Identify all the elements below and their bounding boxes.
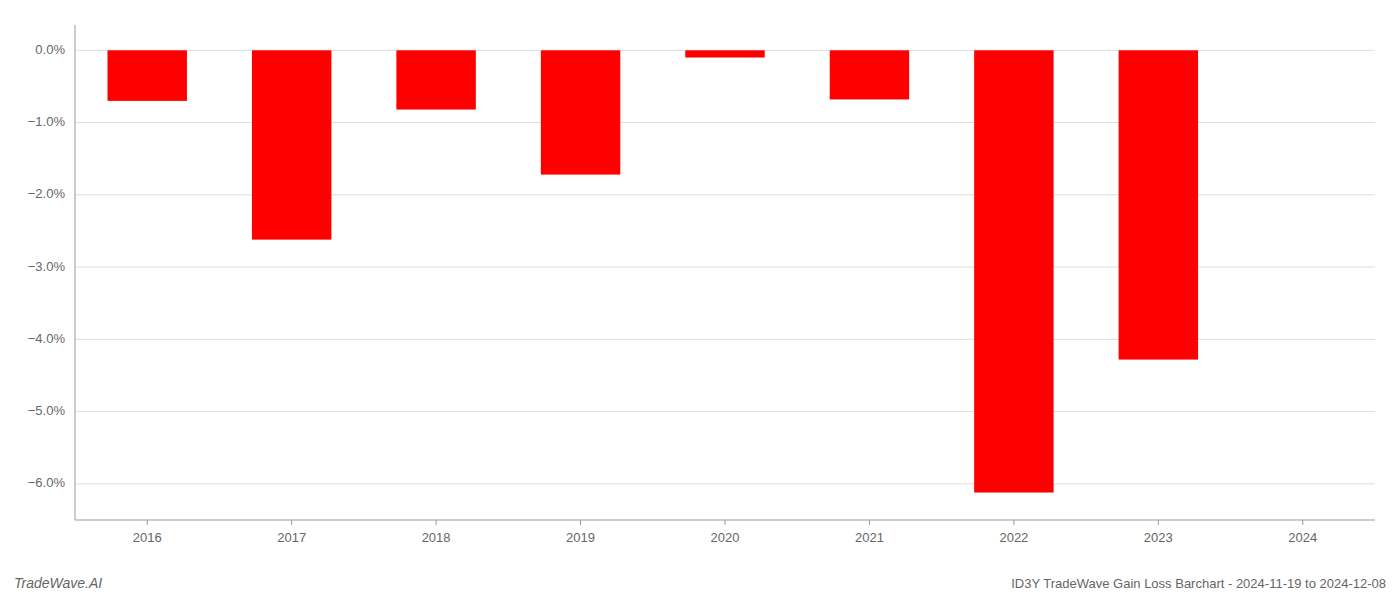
x-tick-label: 2017: [277, 530, 306, 545]
bar: [830, 50, 909, 99]
bar: [1119, 50, 1198, 359]
x-tick: [147, 520, 148, 525]
y-tick-label: −4.0%: [28, 331, 66, 346]
x-tick: [580, 520, 581, 525]
bar: [1263, 50, 1342, 51]
chart: 0.0% −1.0% −2.0% −3.0% −4.0% −5.0% −6.0% 2016 20…: [0, 0, 1400, 600]
grid-line: [75, 411, 1375, 412]
y-tick-label: −6.0%: [28, 475, 66, 490]
x-tick-label: 2024: [1288, 530, 1317, 545]
bar: [541, 50, 620, 174]
x-tick: [1158, 520, 1159, 525]
x-tick-label: 2019: [566, 530, 595, 545]
bar: [108, 50, 187, 101]
x-tick-label: 2023: [1144, 530, 1173, 545]
y-tick-label: −3.0%: [28, 259, 66, 274]
grid: [75, 50, 1375, 484]
x-tick-label: 2016: [133, 530, 162, 545]
bar: [396, 50, 475, 109]
x-tick-label: 2021: [855, 530, 884, 545]
footer-right: ID3Y TradeWave Gain Loss Barchart - 2024…: [1011, 576, 1386, 591]
x-tick: [869, 520, 870, 525]
x-tick: [291, 520, 292, 525]
bar: [252, 50, 331, 239]
footer-left: TradeWave.AI: [14, 575, 102, 591]
y-tick-label: −1.0%: [28, 114, 66, 129]
x-tick: [1013, 520, 1014, 525]
x-tick-label: 2022: [999, 530, 1028, 545]
x-tick: [436, 520, 437, 525]
y-axis-line: [75, 25, 76, 520]
x-tick: [1302, 520, 1303, 525]
grid-line: [75, 483, 1375, 484]
y-tick-label: −2.0%: [28, 186, 66, 201]
y-tick-label: 0.0%: [35, 42, 65, 57]
bar: [685, 50, 764, 57]
bars: [108, 50, 1199, 492]
x-tick-label: 2020: [711, 530, 740, 545]
x-tick: [725, 520, 726, 525]
x-tick-label: 2018: [422, 530, 451, 545]
y-tick-label: −5.0%: [28, 403, 66, 418]
bar: [974, 50, 1053, 492]
